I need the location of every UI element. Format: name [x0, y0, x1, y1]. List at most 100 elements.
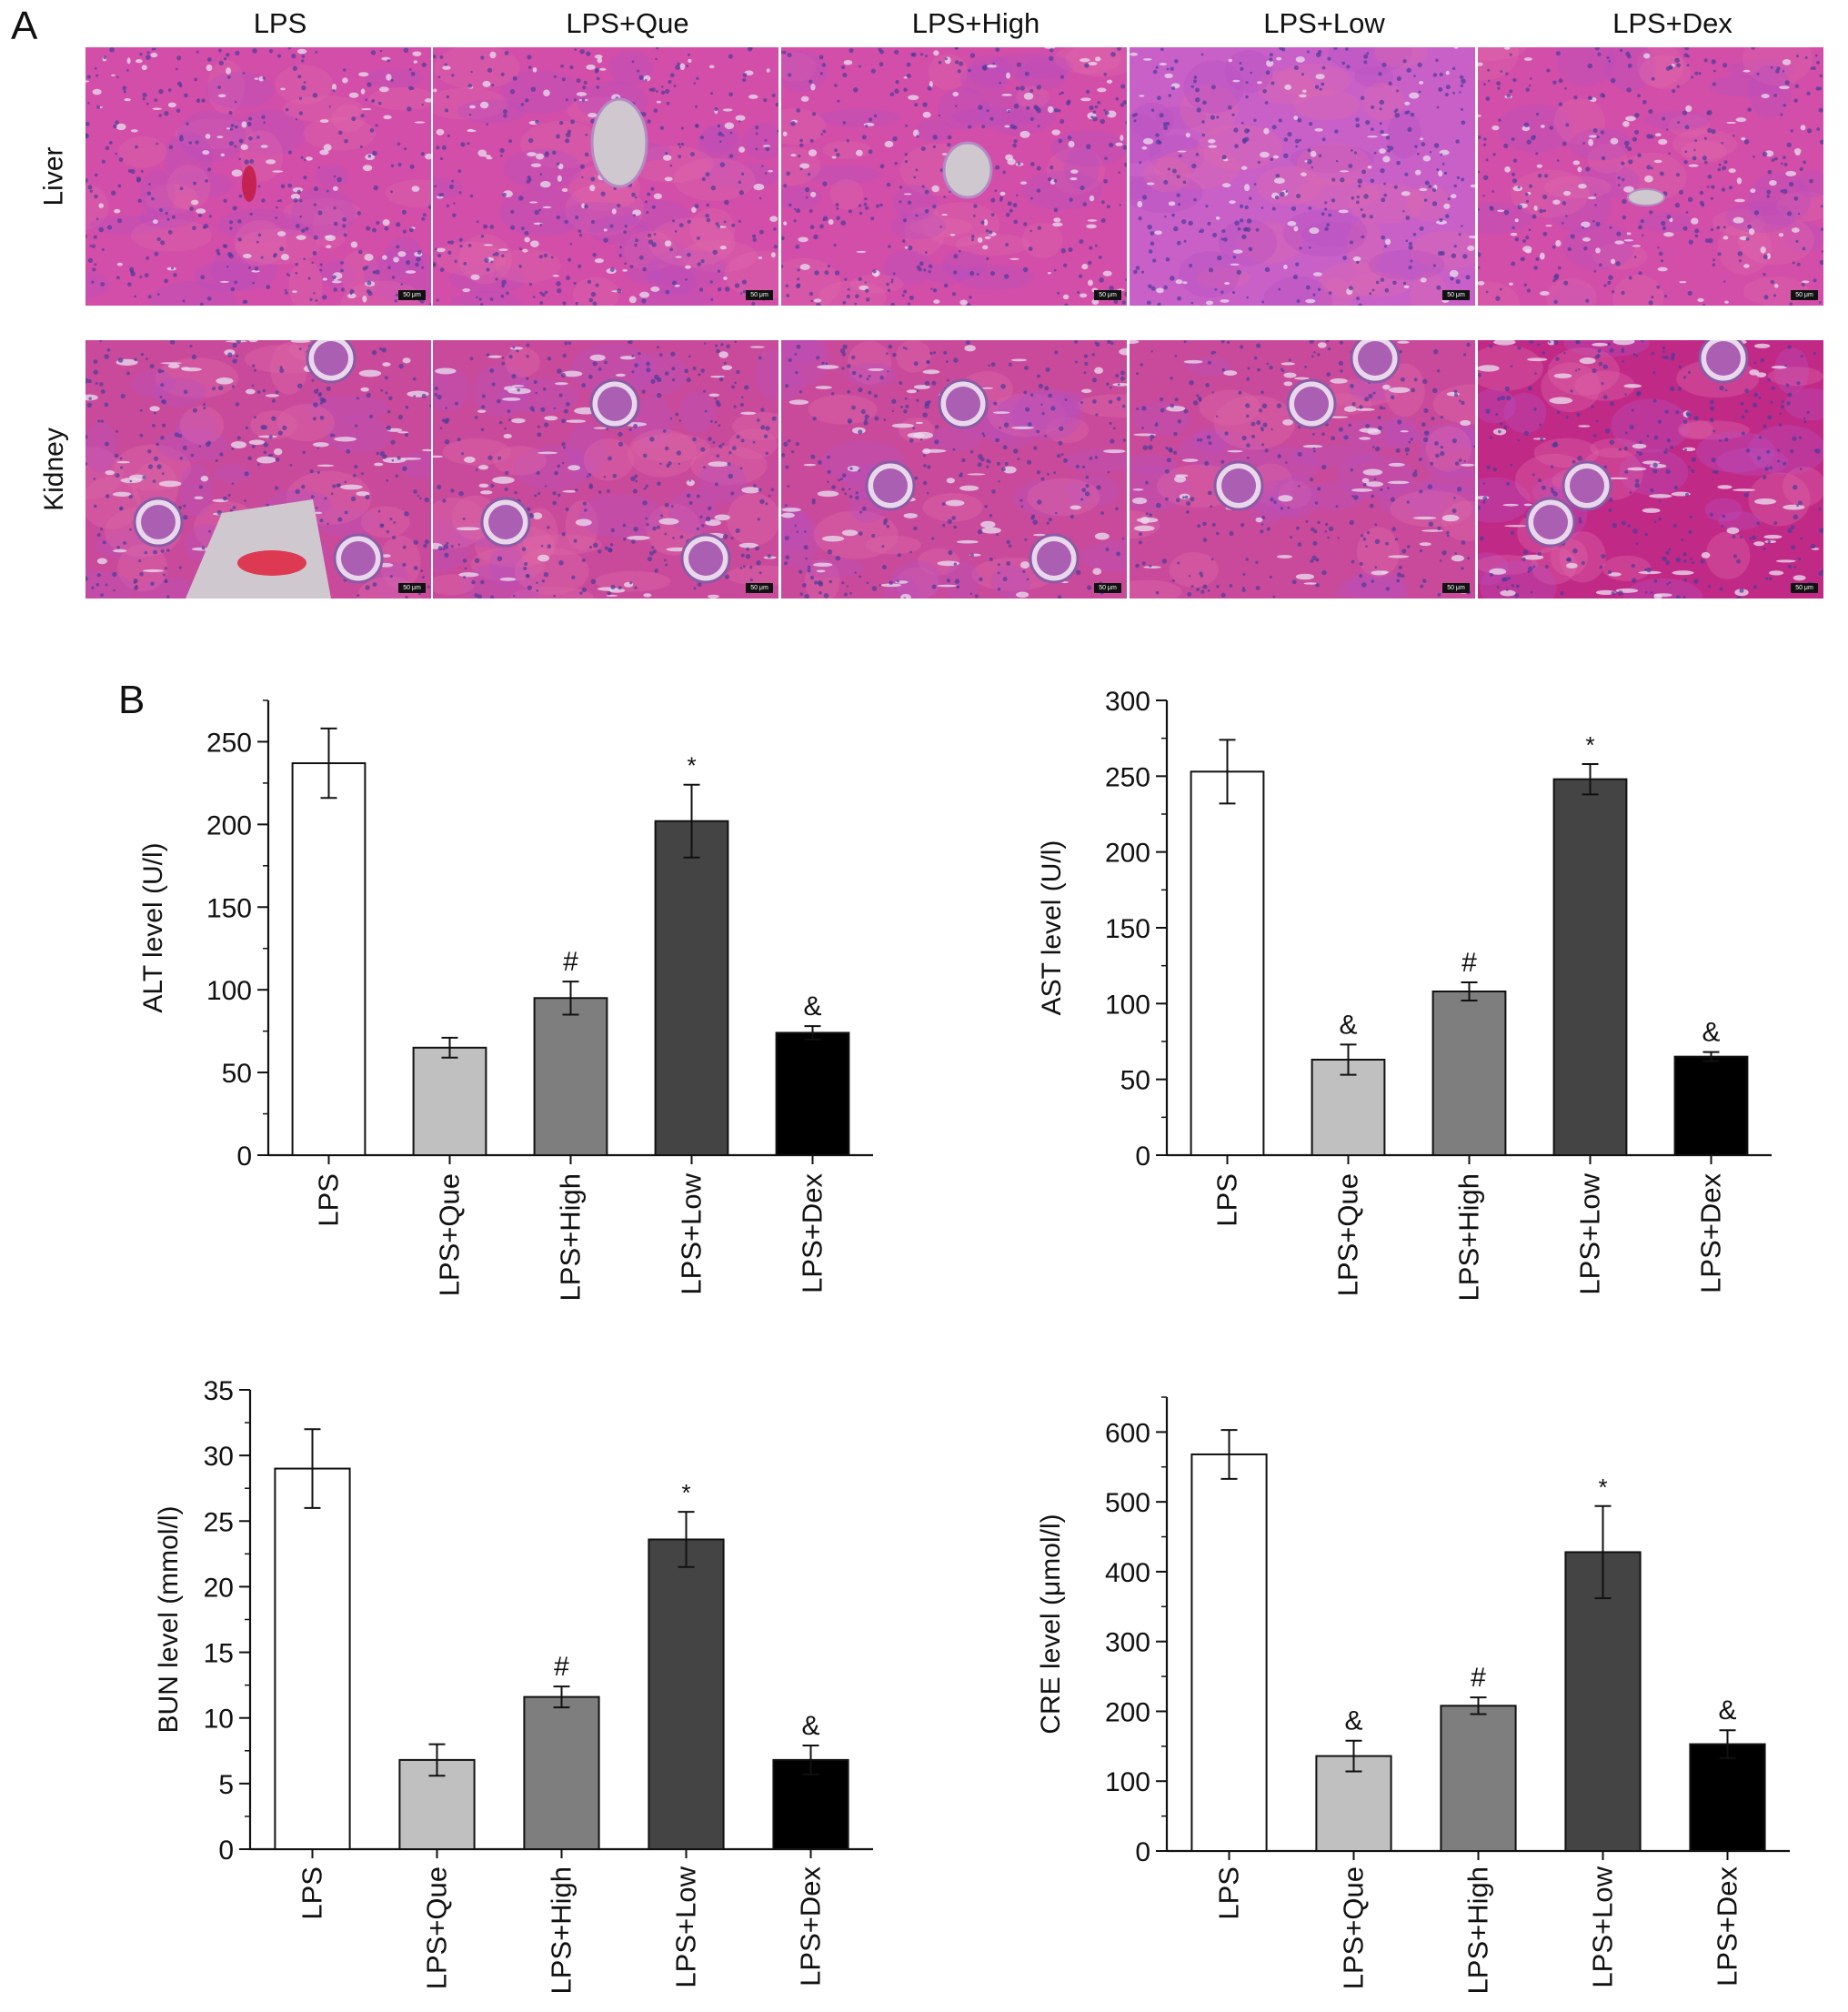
chart-ast-level-u-l: 0 50 100 150 200 250 300 AST level (U/l) LPS & LPS…: [1037, 687, 1772, 1301]
bar-lps-low: [1552, 778, 1628, 1157]
chart-cre-level-mol-l: 0 100 200 300 400 500 600 CRE level (μmol/l) LPS…: [1036, 1396, 1790, 1994]
scale-bar: 50 μm: [1442, 290, 1470, 300]
y-axis-label: AST level (U/l): [1037, 840, 1067, 1016]
histology-image-kidney-lps-que: 50 μm: [433, 340, 778, 599]
column-header-lps-low: LPS+Low: [1263, 7, 1385, 39]
panel-b-label: B: [118, 678, 146, 722]
x-tick-label: LPS+High: [555, 1173, 587, 1301]
x-tick-label: LPS+High: [1462, 1866, 1494, 1994]
bar-lps-dex: [772, 1758, 849, 1851]
significance-marker: *: [681, 1479, 690, 1506]
y-tick-label: 15: [204, 1639, 234, 1669]
column-header-lps: LPS: [253, 7, 307, 39]
y-tick-label: 300: [1105, 1628, 1150, 1658]
significance-marker: &: [1718, 1695, 1736, 1725]
scale-bar: 50 μm: [1791, 583, 1818, 593]
scale-bar: 50 μm: [398, 290, 426, 300]
histology-image-kidney-lps-high: 50 μm: [781, 340, 1127, 599]
x-tick-label: LPS+Que: [421, 1866, 453, 1989]
x-tick-label: LPS+Low: [670, 1866, 702, 1987]
bar-lps-high: [1431, 991, 1507, 1156]
y-tick-label: 100: [206, 976, 252, 1006]
significance-marker: #: [554, 1652, 569, 1682]
error-bar-lps-low: [678, 1511, 695, 1568]
error-bar-lps-dex: [804, 1025, 821, 1041]
error-bar-lps-low: [683, 783, 700, 859]
significance-marker: &: [801, 1711, 819, 1741]
bar-lps-high: [533, 997, 608, 1156]
significance-marker: *: [1585, 731, 1594, 759]
scale-bar: 50 μm: [746, 290, 773, 300]
error-bar-lps-que: [1345, 1739, 1362, 1773]
x-tick-label: LPS+Dex: [795, 1866, 827, 1987]
bar-lps-low: [648, 1538, 725, 1850]
y-tick-label: 35: [204, 1376, 234, 1406]
bar-lps-dex: [1673, 1055, 1749, 1156]
y-tick-label: 100: [1105, 990, 1150, 1020]
y-tick-label: 100: [1105, 1767, 1150, 1797]
y-tick-label: 30: [204, 1442, 234, 1472]
y-tick-label: 0: [218, 1836, 234, 1866]
y-tick-label: 20: [204, 1573, 234, 1603]
histology-image-liver-lps-high: 50 μm: [781, 47, 1127, 306]
y-axis-label: ALT level (U/l): [138, 842, 168, 1012]
chart-alt-level-u-l: 0 50 100 150 200 250 ALT level (U/l) LPS LPS+Que…: [138, 699, 873, 1301]
y-tick-label: 0: [1135, 1142, 1150, 1172]
bar-lps-low: [654, 820, 729, 1157]
error-bar-lps-dex: [1719, 1729, 1736, 1759]
error-bar-lps-low: [1582, 763, 1599, 796]
y-axis-label: BUN level (mmol/l): [154, 1505, 184, 1733]
column-header-lps-high: LPS+High: [911, 7, 1040, 39]
scale-bar: 50 μm: [1094, 583, 1121, 593]
bar-lps-dex: [775, 1031, 850, 1157]
histology-image-liver-lps-low: 50 μm: [1130, 47, 1475, 306]
y-tick-label: 200: [206, 810, 252, 840]
x-tick-label: LPS+Dex: [1712, 1866, 1743, 1987]
panel-a-label: A: [11, 4, 38, 48]
y-tick-label: 10: [204, 1705, 234, 1735]
y-tick-label: 400: [1105, 1558, 1150, 1588]
scale-bar: 50 μm: [398, 583, 426, 593]
error-bar-lps-que: [441, 1036, 458, 1059]
error-bar-lps-low: [1594, 1504, 1612, 1600]
x-tick-label: LPS+Que: [1332, 1173, 1364, 1296]
error-bar-lps-dex: [1702, 1051, 1720, 1062]
significance-marker: &: [1339, 1010, 1357, 1040]
y-tick-label: 200: [1105, 1697, 1150, 1727]
y-tick-label: 250: [206, 728, 252, 758]
x-tick-label: LPS+High: [1453, 1173, 1485, 1301]
error-bar-lps-high: [562, 981, 579, 1016]
y-axis-label: CRE level (μmol/l): [1036, 1514, 1066, 1734]
x-tick-label: LPS+Que: [434, 1173, 466, 1296]
histology-image-kidney-lps-dex: 50 μm: [1478, 340, 1823, 599]
x-tick-label: LPS+Dex: [797, 1173, 829, 1293]
y-tick-label: 600: [1105, 1418, 1150, 1448]
significance-marker: #: [1471, 1663, 1486, 1693]
error-bar-lps: [1220, 1429, 1238, 1480]
x-tick-label: LPS: [313, 1173, 345, 1227]
x-tick-label: LPS: [1213, 1866, 1245, 1920]
bar-lps: [1190, 1453, 1268, 1853]
significance-marker: #: [1461, 948, 1477, 978]
error-bar-lps-high: [553, 1685, 570, 1709]
scale-bar: 50 μm: [1094, 290, 1121, 300]
significance-marker: &: [1344, 1706, 1362, 1736]
bar-lps-dex: [1689, 1743, 1766, 1853]
x-tick-label: LPS+Low: [1574, 1172, 1606, 1294]
x-tick-label: LPS: [296, 1866, 328, 1920]
y-tick-label: 500: [1105, 1488, 1150, 1518]
y-tick-label: 50: [1120, 1066, 1150, 1096]
y-tick-label: 300: [1105, 687, 1150, 717]
y-tick-label: 50: [222, 1059, 252, 1089]
significance-marker: *: [1598, 1474, 1607, 1501]
error-bar-lps-high: [1470, 1696, 1487, 1715]
bar-lps-high: [1440, 1705, 1517, 1852]
y-tick-label: 0: [236, 1142, 252, 1172]
y-tick-label: 150: [1105, 914, 1150, 944]
error-bar-lps: [320, 727, 337, 800]
significance-marker: *: [687, 752, 696, 780]
x-tick-label: LPS: [1211, 1173, 1243, 1227]
x-tick-label: LPS+Low: [676, 1172, 708, 1294]
significance-marker: &: [1702, 1018, 1720, 1048]
